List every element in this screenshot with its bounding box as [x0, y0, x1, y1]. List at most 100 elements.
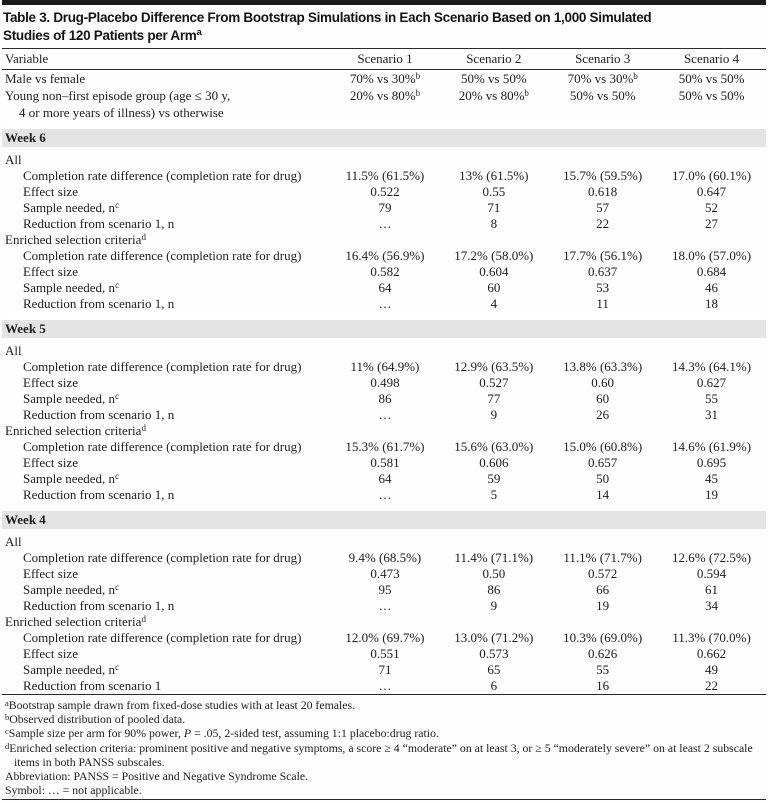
column-header-variable: Variable	[2, 48, 331, 70]
row-label: All	[5, 152, 22, 167]
cell-value: …	[378, 678, 392, 693]
cell-value: 15.6% (63.0%)	[454, 439, 534, 454]
cell-value: 11.4% (71.1%)	[454, 550, 534, 565]
cell-value	[331, 150, 440, 169]
cell-value: 0.604	[479, 264, 509, 279]
footnote-c: cSample size per arm for 90% power, P = …	[5, 726, 764, 740]
cell-value: …	[378, 407, 392, 422]
cell-value	[439, 232, 548, 248]
row-label: Completion rate difference (completion r…	[23, 630, 302, 645]
superscript: c	[115, 471, 120, 481]
cell-value	[331, 341, 440, 360]
cell-value: 5	[490, 487, 498, 502]
superscript: c	[115, 280, 120, 290]
row-label: Effect size	[23, 455, 78, 470]
footnote-marker: a	[5, 698, 9, 708]
cell-value: 50% vs 50%	[569, 88, 636, 103]
data-row: Reduction from scenario 1, n … 4 11 18	[2, 296, 766, 316]
week-section-header: Week 6	[2, 121, 766, 152]
footnote-marker: c	[5, 726, 9, 737]
row-label: Reduction from scenario 1, n	[23, 296, 175, 311]
row-label: Enriched selection criteriad	[5, 423, 146, 438]
row-label: Effect size	[23, 646, 78, 661]
cell-value: 34	[705, 598, 719, 613]
cell-value: 15.7% (59.5%)	[563, 168, 643, 183]
superscript: b	[415, 88, 421, 98]
column-header-scenario-3: Scenario 3	[548, 48, 658, 70]
column-header-scenario-2: Scenario 2	[439, 48, 549, 70]
cell-value: …	[378, 487, 392, 502]
cell-value: 16	[596, 678, 610, 693]
data-row: Sample needed, nc 71 65 55 49	[2, 662, 766, 678]
superscript: b	[415, 71, 421, 81]
cell-value: 0.60	[591, 375, 615, 390]
cell-value	[657, 614, 766, 630]
data-row: Effect size 0.581 0.606 0.657 0.695	[2, 455, 766, 471]
table-title: Table 3. Drug-Placebo Difference From Bo…	[0, 5, 768, 48]
superscript: d	[141, 232, 146, 242]
cell-value: 18	[705, 296, 719, 311]
demo-row: Male vs female 70% vs 30%b 50% vs 50% 70% v…	[2, 70, 766, 88]
cell-value	[331, 532, 440, 551]
data-row: Completion rate difference (completion r…	[2, 359, 766, 375]
cell-value: 17.2% (58.0%)	[454, 248, 534, 263]
footnote-text: Abbreviation: PANSS = Positive and Negat…	[5, 769, 309, 784]
cell-value: 13.8% (63.3%)	[563, 359, 643, 374]
footnote-text: Enriched selection criteria: prominent p…	[9, 740, 753, 769]
cell-value: 66	[596, 582, 610, 597]
footnote-b: bObserved distribution of pooled data.	[5, 712, 764, 726]
table-title-line2: Studies of 120 Patients per Arma	[3, 27, 766, 45]
row-label: Reduction from scenario 1, n	[23, 598, 175, 613]
cell-value: 11% (64.9%)	[350, 359, 420, 374]
week-row: Week 6	[2, 121, 766, 152]
cell-value: 77	[487, 391, 501, 406]
cell-value: 0.637	[588, 264, 618, 279]
cell-value: 11.1% (71.7%)	[563, 550, 642, 565]
cell-value: 14.6% (61.9%)	[672, 439, 752, 454]
row-label: Young non–first episode group (age ≤ 30 …	[2, 87, 331, 125]
row-label: All	[5, 343, 22, 358]
cell-value: 20% vs 80%b	[349, 88, 421, 103]
superscript: c	[115, 662, 120, 672]
footnote-text: = .05, 2-sided test, assuming 1:1 placeb…	[191, 726, 439, 741]
data-row: Sample needed, nc 95 86 66 61	[2, 582, 766, 598]
cell-value: 50	[596, 471, 610, 486]
cell-value: 60	[596, 391, 610, 406]
cell-value: 14.3% (64.1%)	[672, 359, 752, 374]
row-label: Enriched selection criteriad	[5, 614, 146, 629]
cell-value: 22	[596, 216, 610, 231]
row-label: Sample needed, nc	[23, 582, 120, 597]
row-label: Reduction from scenario 1, n	[23, 487, 175, 502]
cell-value: 19	[596, 598, 610, 613]
cell-value: 0.647	[696, 184, 727, 199]
cell-value: …	[378, 216, 392, 231]
cell-value: 12.6% (72.5%)	[672, 550, 752, 565]
column-header-scenario-1: Scenario 1	[330, 48, 440, 70]
footnote-text: Bootstrap sample drawn from fixed-dose s…	[8, 698, 356, 712]
cell-value: 70% vs 30%b	[349, 71, 421, 86]
data-row: Effect size 0.473 0.50 0.572 0.594	[2, 566, 766, 582]
data-row: Sample needed, nc 79 71 57 52	[2, 200, 766, 216]
cell-value: 0.684	[696, 264, 727, 279]
cell-value	[657, 150, 766, 169]
cell-value: 11	[596, 296, 609, 311]
week-row: Week 5	[2, 312, 766, 343]
cell-value: 95	[378, 582, 392, 597]
table-top-bar	[2, 0, 766, 5]
superscript: c	[115, 582, 120, 592]
cell-value: 86	[487, 582, 501, 597]
cell-value: 57	[596, 200, 610, 215]
cell-value: 71	[487, 200, 501, 215]
row-label: Completion rate difference (completion r…	[23, 550, 302, 565]
cell-value: 52	[705, 200, 719, 215]
superscript: c	[115, 200, 120, 210]
cell-value: 64	[378, 280, 392, 295]
row-label: Completion rate difference (completion r…	[23, 359, 302, 374]
cell-value: 12.9% (63.5%)	[454, 359, 534, 374]
cell-value: 0.498	[370, 375, 400, 390]
cell-value: 0.50	[482, 566, 506, 581]
cell-value	[548, 614, 657, 630]
data-row: Completion rate difference (completion r…	[2, 439, 766, 455]
cell-value	[439, 532, 548, 551]
